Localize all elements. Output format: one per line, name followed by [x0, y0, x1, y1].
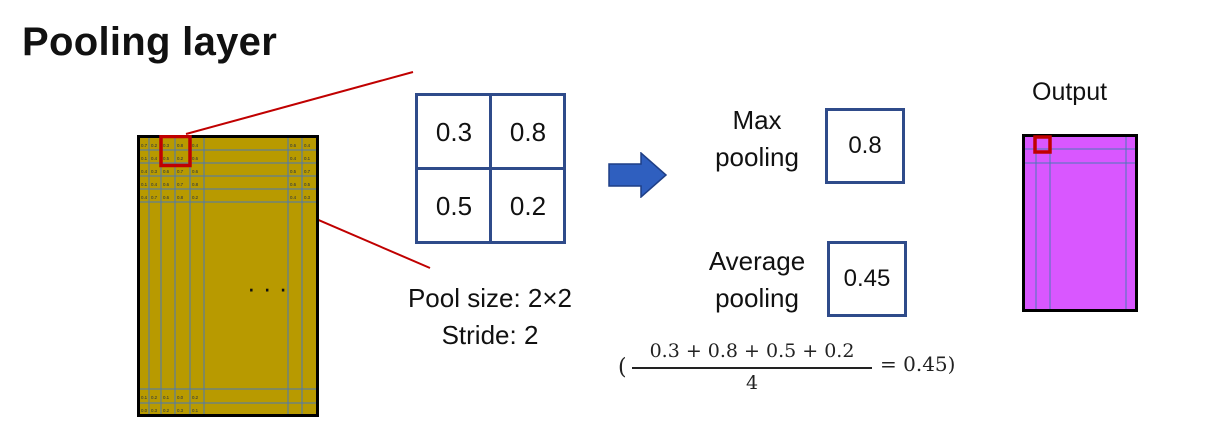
input-grid-lines	[140, 138, 316, 414]
zoom-line-top	[185, 71, 414, 135]
input-cell-value: 0.3	[151, 408, 158, 413]
input-cell-value: 0.1	[163, 395, 170, 400]
input-cell-value: 0.3	[177, 408, 184, 413]
ellipsis-text: · · ·	[247, 273, 287, 303]
pool-size-text: Pool size: 2×2	[407, 283, 573, 313]
input-cell-value: 0.7	[304, 169, 311, 174]
pool-window-grid: 0.3 0.8 0.5 0.2	[415, 93, 566, 244]
page-title: Pooling layer	[22, 20, 278, 64]
input-cell-value: 0.4	[151, 156, 158, 161]
average-pooling-result-box: 0.45	[827, 241, 907, 317]
input-feature-map: 0.7 0.2 0.3 0.8 0.4 0.6 0.40.1 0.4 0.5 0.2 0.6 0.4 0…	[137, 135, 319, 417]
input-cell-value: 0.6	[163, 195, 170, 200]
input-cell-value: 0.3	[151, 169, 158, 174]
right-arrow-icon	[608, 152, 668, 198]
input-cell-value: 0.2	[163, 408, 170, 413]
input-cell-value: 0.8	[177, 143, 184, 148]
pool-params-caption: Pool size: 2×2 Stride: 2	[370, 280, 610, 354]
input-cell-value: 0.2	[192, 195, 199, 200]
input-cell-value: 0.4	[290, 195, 297, 200]
input-cell-value: 0.6	[163, 182, 170, 187]
pool-cell: 0.8	[509, 116, 547, 147]
formula-open-paren: (	[618, 355, 627, 380]
input-cell-value: 0.4	[141, 195, 148, 200]
input-cell-value: 0.2	[192, 395, 199, 400]
formula-result: = 0.45)	[880, 352, 956, 376]
output-highlight-box	[1033, 135, 1052, 154]
pool-cell: 0.3	[435, 116, 473, 147]
average-pooling-label-line1: Average	[708, 246, 806, 276]
input-cell-value: 0.8	[177, 195, 184, 200]
average-pooling-label: Average pooling	[688, 243, 826, 317]
input-cell-value: 0.4	[304, 143, 311, 148]
input-cell-value: 0.6	[290, 143, 297, 148]
pool-grid-horizontal-line	[418, 167, 563, 170]
input-cell-value: 0.7	[151, 195, 158, 200]
pool-cell: 0.2	[509, 190, 547, 221]
formula-numerator: 0.3 + 0.8 + 0.5 + 0.2	[649, 340, 855, 362]
input-cell-value: 0.2	[151, 143, 158, 148]
input-cell-value: 0.6	[192, 156, 199, 161]
input-cell-value: 0.6	[290, 182, 297, 187]
formula-denominator: 4	[745, 372, 759, 394]
input-cell-value: 0.4	[192, 143, 199, 148]
input-cell-value: 0.3	[163, 143, 170, 148]
average-pooling-label-line2: pooling	[715, 283, 799, 313]
input-cell-value: 0.4	[141, 169, 148, 174]
input-bottom-cell-values: 0.1 0.2 0.1 0.0 0.20.0 0.3 0.2 0.3 0.1	[141, 395, 199, 413]
stride-text: Stride: 2	[441, 320, 539, 350]
input-cell-value: 0.6	[192, 169, 199, 174]
input-cell-value: 0.6	[163, 169, 170, 174]
input-cell-value: 0.1	[192, 408, 199, 413]
input-cell-values: 0.7 0.2 0.3 0.8 0.4 0.6 0.40.1 0.4 0.5 0.2 0.6 0.4 0…	[141, 143, 311, 200]
input-cell-value: 0.3	[304, 195, 311, 200]
input-cell-value: 0.5	[304, 182, 311, 187]
max-pooling-label-line1: Max	[732, 105, 782, 135]
input-cell-value: 0.2	[177, 156, 184, 161]
max-pooling-result-box: 0.8	[825, 108, 905, 184]
input-cell-value: 0.1	[141, 182, 148, 187]
input-cell-value: 0.1	[141, 395, 148, 400]
input-cell-value: 0.4	[151, 182, 158, 187]
output-feature-map	[1022, 134, 1138, 312]
output-map-background	[1022, 134, 1138, 312]
pool-cell: 0.5	[435, 190, 473, 221]
input-cell-value: 0.1	[141, 156, 148, 161]
input-cell-value: 0.0	[141, 408, 148, 413]
output-grid-lines	[1025, 137, 1135, 309]
max-pooling-label-line2: pooling	[715, 142, 799, 172]
pool-highlight-box	[159, 135, 192, 168]
input-cell-value: 0.8	[192, 182, 199, 187]
max-pooling-label: Max pooling	[694, 102, 820, 176]
input-cell-value: 0.2	[151, 395, 158, 400]
formula-fraction-bar	[632, 367, 872, 369]
input-cell-value: 0.5	[163, 156, 170, 161]
output-label: Output	[1032, 78, 1108, 106]
average-formula: ( 0.3 + 0.8 + 0.5 + 0.2 4 = 0.45)	[618, 332, 963, 396]
input-cell-value: 0.1	[304, 156, 311, 161]
input-cell-value: 0.0	[177, 395, 184, 400]
input-cell-value: 0.5	[290, 169, 297, 174]
input-cell-value: 0.4	[290, 156, 297, 161]
input-map-background	[137, 135, 319, 417]
input-cell-value: 0.7	[177, 169, 184, 174]
input-cell-value: 0.7	[177, 182, 184, 187]
input-cell-value: 0.7	[141, 143, 148, 148]
